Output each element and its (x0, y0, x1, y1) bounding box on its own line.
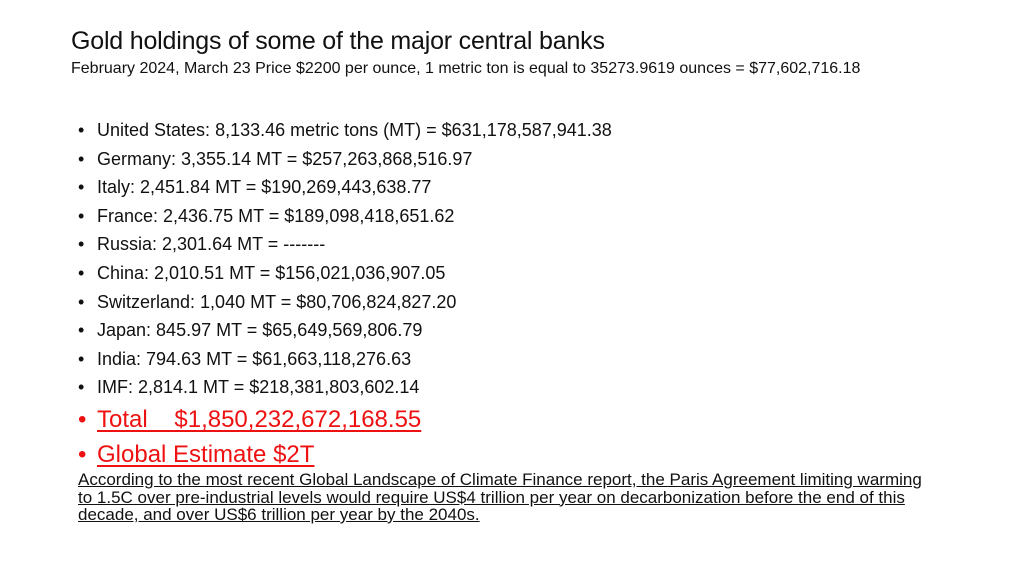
list-item: • India: 794.63 MT = $61,663,118,276.63 (78, 345, 612, 374)
bullet-icon: • (78, 440, 87, 468)
holdings-list: • United States: 8,133.46 metric tons (MT… (78, 116, 612, 472)
bullet-icon: • (78, 177, 85, 198)
list-item: • Russia: 2,301.64 MT = ------- (78, 230, 612, 259)
slide-subtitle: February 2024, March 23 Price $2200 per … (71, 60, 861, 77)
bullet-icon: • (78, 405, 87, 433)
list-item: • United States: 8,133.46 metric tons (MT… (78, 116, 612, 145)
bullet-icon: • (78, 120, 85, 140)
list-item: • China: 2,010.51 MT = $156,021,036,907.0… (78, 259, 612, 288)
slide-title: Gold holdings of some of the major centr… (71, 27, 605, 55)
bullet-icon: • (78, 377, 85, 398)
bullet-icon: • (78, 148, 85, 169)
climate-finance-footnote: According to the most recent Global Land… (78, 470, 922, 524)
list-item: • Italy: 2,451.84 MT = $190,269,443,638.7… (78, 173, 612, 202)
bullet-icon: • (78, 262, 85, 283)
list-item: • Germany: 3,355.14 MT = $257,263,868,516… (78, 145, 612, 174)
bullet-icon: • (78, 234, 85, 255)
bullet-icon: • (78, 205, 85, 226)
bullet-icon: • (78, 348, 85, 369)
global-estimate-item: • Global Estimate $2T (78, 437, 612, 472)
list-item: • Japan: 845.97 MT = $65,649,569,806.79 (78, 316, 612, 345)
list-item: • IMF: 2,814.1 MT = $218,381,803,602.14 (78, 373, 612, 402)
list-item: • France: 2,436.75 MT = $189,098,418,651.… (78, 202, 612, 231)
bullet-icon: • (78, 291, 85, 312)
bullet-icon: • (78, 320, 85, 341)
list-item: • Switzerland: 1,040 MT = $80,706,824,827… (78, 288, 612, 317)
total-item: • Total $1,850,232,672,168.55 (78, 402, 612, 437)
